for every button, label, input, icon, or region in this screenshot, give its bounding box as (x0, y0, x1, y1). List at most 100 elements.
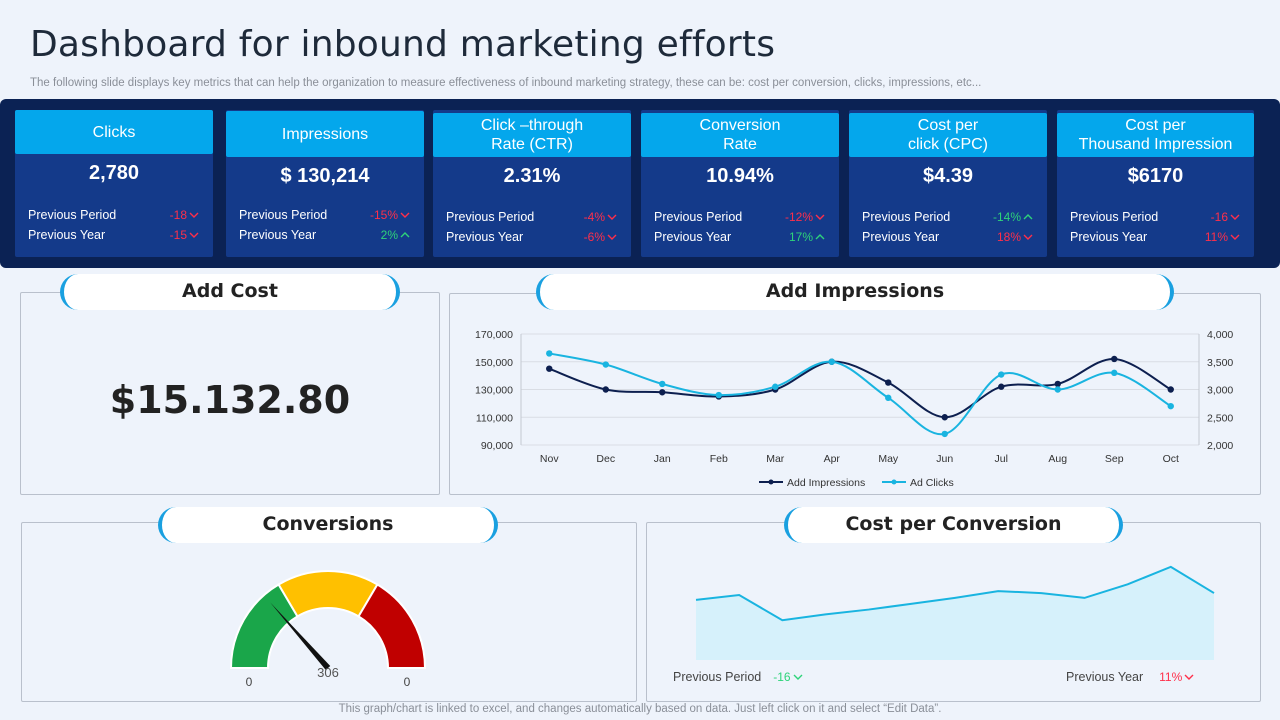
kpi-previous-period-delta: -16 (1211, 210, 1240, 224)
add-cost-title: Add Cost (60, 274, 400, 310)
kpi-previous-period-value: -12% (784, 210, 813, 224)
chevron-down-icon (1184, 674, 1194, 680)
y-right-tick-label: 2,000 (1207, 440, 1233, 452)
kpi-previous-period-label: Previous Period (654, 210, 743, 224)
cost-per-conversion-title: Cost per Conversion (784, 507, 1123, 543)
gauge-segment (357, 583, 427, 669)
conversions-panel (21, 522, 637, 702)
kpi-previous-year: Previous Year 17% (654, 230, 825, 244)
impressions-title: Add Impressions (536, 274, 1174, 310)
kpi-value: $ 130,214 (280, 165, 370, 187)
kpi-previous-year: Previous Year 2% (239, 228, 410, 242)
chevron-down-icon (400, 212, 410, 218)
data-point (885, 379, 892, 386)
y-left-tick-label: 170,000 (475, 329, 513, 341)
kpi-card: Cost per Thousand Impression $6170 Previou… (1057, 110, 1254, 257)
data-point (602, 361, 609, 368)
area-line (695, 565, 1215, 622)
chevron-down-icon (607, 214, 617, 220)
kpi-previous-year-value: 2% (380, 228, 398, 242)
y-left-tick-label: 130,000 (475, 385, 513, 397)
gauge-value-label: 306 (317, 665, 339, 680)
chevron-down-icon (607, 234, 617, 240)
legend-label: Add Impressions (787, 477, 865, 489)
chevron-down-icon (793, 674, 803, 680)
x-tick-label: Feb (710, 453, 728, 465)
data-point (1054, 380, 1061, 388)
x-tick-label: Jul (995, 453, 1008, 465)
chevron-up-icon (400, 232, 410, 238)
kpi-previous-year-label: Previous Year (446, 230, 524, 244)
legend-label: Ad Clicks (910, 477, 954, 489)
chevron-up-icon (815, 234, 825, 240)
kpi-card: Click –through Rate (CTR) 2.31% Previous P… (433, 110, 631, 257)
kpi-previous-period-value: -14% (992, 210, 1021, 224)
impressions-panel (449, 293, 1261, 495)
kpi-previous-period-value: -16 (1210, 210, 1228, 224)
kpi-previous-period: Previous Period -12% (654, 210, 825, 224)
kpi-card: Impressions $ 130,214 Previous Period -15% P… (226, 110, 424, 257)
kpi-previous-year-delta: -6% (584, 230, 617, 244)
x-tick-label: Oct (1163, 453, 1179, 465)
data-point (941, 414, 948, 421)
kpi-card: Cost per click (CPC) $4.39 Previous Period… (849, 110, 1047, 257)
cost-per-conversion-area-chart (695, 565, 1215, 660)
legend-marker (891, 479, 897, 485)
kpi-previous-period: Previous Period -18 (28, 208, 199, 222)
gauge-min-label: 0 (246, 675, 253, 689)
kpi-previous-year-label: Previous Year (862, 230, 940, 244)
kpi-previous-year-label: Previous Year (239, 228, 317, 242)
data-point (1054, 386, 1061, 393)
data-point (828, 358, 835, 365)
kpi-card: Conversion Rate 10.94% Previous Period -12%… (641, 110, 839, 257)
kpi-previous-period-value: -4% (583, 210, 605, 224)
conversions-title: Conversions (158, 507, 498, 543)
x-tick-label: Nov (540, 453, 559, 465)
series-line (549, 352, 1172, 436)
kpi-label: Conversion Rate (641, 113, 839, 157)
gauge-max-label: 0 (404, 675, 411, 689)
kpi-value: $6170 (1127, 165, 1184, 187)
cpc-previous-period: Previous Period -16 (673, 670, 803, 684)
area-fill (696, 566, 1214, 660)
data-point (885, 394, 892, 402)
footer-note: This graph/chart is linked to excel, and… (338, 703, 942, 715)
kpi-previous-period: Previous Period -16 (1070, 210, 1240, 224)
kpi-previous-year-label: Previous Year (654, 230, 732, 244)
kpi-previous-period: Previous Period -14% (862, 210, 1033, 224)
kpi-card: Clicks 2,780 Previous Period -18 Previous Ye… (15, 110, 213, 257)
kpi-previous-period-label: Previous Period (1070, 210, 1159, 224)
kpi-previous-period-label: Previous Period (28, 208, 117, 222)
impressions-line-chart: 90,000 110,000 130,000 150,000 170,000 2,000 2… (475, 329, 1233, 489)
x-tick-label: Apr (824, 453, 841, 465)
gauge-needle (270, 602, 331, 670)
data-point (659, 389, 666, 396)
x-tick-label: Dec (596, 453, 615, 465)
chevron-down-icon (1230, 214, 1240, 220)
kpi-previous-period-value: -18 (169, 208, 187, 222)
kpi-previous-year: Previous Year 18% (862, 230, 1033, 244)
kpi-label: Impressions (226, 111, 424, 157)
data-point (1167, 402, 1174, 410)
page-title: Dashboard for inbound marketing efforts (30, 24, 776, 65)
chevron-down-icon (189, 232, 199, 238)
kpi-label: Click –through Rate (CTR) (433, 113, 631, 157)
chevron-down-icon (1023, 234, 1033, 240)
chevron-down-icon (189, 212, 199, 218)
kpi-previous-year-value: 11% (1204, 230, 1228, 244)
kpi-value: 2.31% (503, 165, 561, 187)
add-cost-panel (20, 292, 440, 495)
cpc-previous-year: Previous Year 11% (1066, 670, 1194, 684)
y-right-tick-label: 4,000 (1207, 329, 1233, 341)
y-left-tick-label: 110,000 (476, 412, 513, 424)
x-tick-label: Mar (766, 453, 785, 465)
kpi-previous-year: Previous Year -6% (446, 230, 617, 244)
y-left-tick-label: 90,000 (481, 440, 513, 452)
cpc-previous-year-label: Previous Year (1066, 670, 1144, 684)
chevron-down-icon (1230, 234, 1240, 240)
kpi-previous-year-value: -15 (169, 228, 187, 242)
add-cost-value: $15.132.80 (109, 377, 351, 422)
data-point (1111, 355, 1118, 363)
kpi-label: Clicks (15, 110, 213, 154)
kpi-label: Cost per click (CPC) (849, 113, 1047, 157)
